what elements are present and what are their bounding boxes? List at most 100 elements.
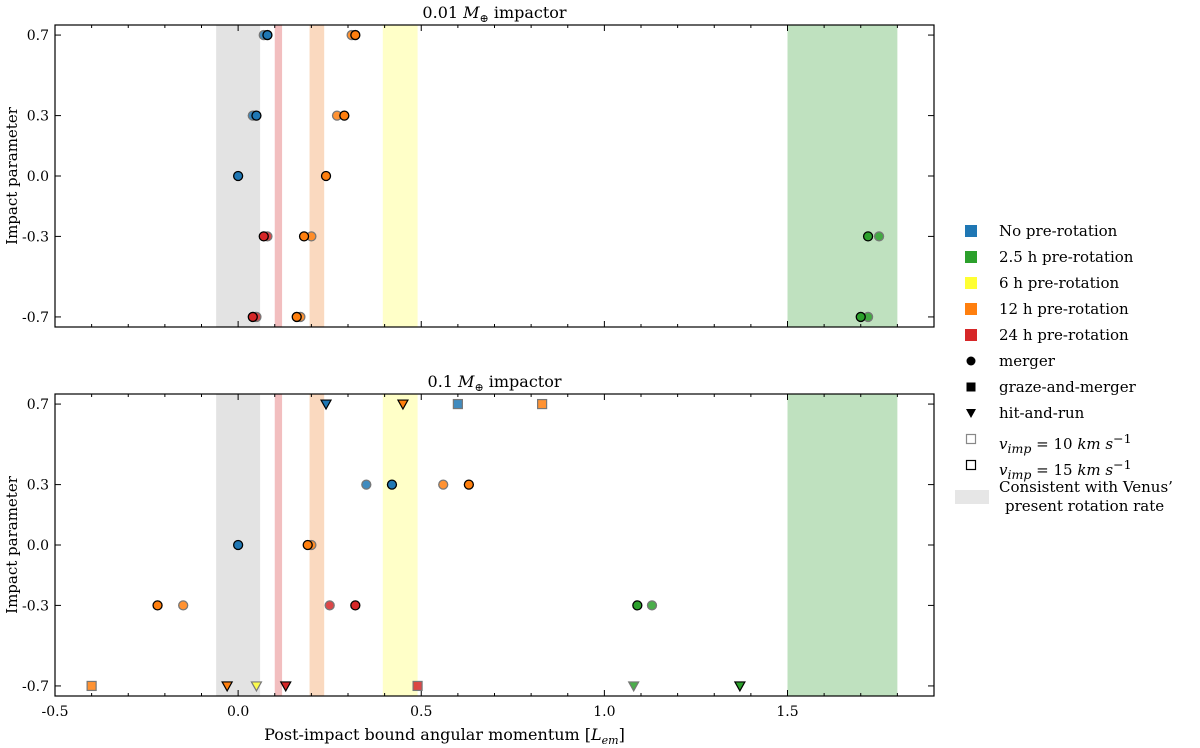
legend-item-venus-rotation: Consistent with Venus’ present rotation … (955, 478, 1200, 524)
point-merger-none (232, 539, 244, 551)
axes-frame (54, 24, 935, 328)
band-24-h-pre-rotation (274, 394, 283, 696)
y-axis-label: Impact parameter (3, 106, 21, 245)
y-tick-label: 0.0 (27, 169, 49, 185)
point-merger-24h (324, 600, 335, 611)
legend-item-no-pre-rotation: No pre-rotation (955, 218, 1200, 244)
legend-label-venus: Consistent with Venus’ present rotation … (999, 478, 1173, 516)
point-hit-and-run-2.5h (733, 681, 746, 693)
legend-label: hit-and-run (999, 404, 1085, 422)
y-tick-label: 0.0 (27, 538, 49, 554)
legend-swatch-6h (965, 277, 977, 289)
v-expr: = 10 (1031, 435, 1078, 453)
legend-item-v15: vimp = 15 km s−1 (955, 452, 1200, 482)
point-hit-and-run-12h (396, 399, 409, 411)
title-prefix: 0.01 (422, 3, 463, 22)
open-square-grey-icon (965, 433, 977, 445)
legend-label: graze-and-merger (999, 378, 1136, 396)
legend-label: merger (999, 352, 1055, 370)
xlabel-subscript: em (602, 734, 619, 747)
legend-item-6h-pre-rotation: 6 h pre-rotation (955, 270, 1200, 296)
band-6-h-pre-rotation (382, 25, 418, 327)
x-tick-label: 0.0 (227, 704, 249, 720)
point-merger-12h (178, 600, 189, 611)
point-merger-2.5h (862, 231, 874, 242)
v-subscript: imp (1007, 467, 1032, 482)
y-tick-label: 0.7 (27, 28, 49, 44)
point-merger-12h (463, 479, 475, 490)
v-unit: km s (1077, 461, 1114, 479)
panel-title: 0.01 M⊕ impactor (422, 3, 567, 25)
legend-item-12h-pre-rotation: 12 h pre-rotation (955, 296, 1200, 322)
axes-frame (54, 393, 935, 697)
v-subscript: imp (1007, 441, 1032, 456)
y-tick-label: 0.7 (27, 397, 49, 413)
band-2-5-h-pre-rotation (787, 394, 898, 696)
point-merger-2.5h (646, 600, 658, 611)
x-tick-label: 0.5 (410, 704, 432, 720)
point-merger-12h (438, 479, 449, 490)
point-hit-and-run-6h (250, 681, 263, 693)
point-merger-12h (152, 600, 163, 611)
y-tick-label: 0.3 (27, 109, 49, 125)
band-24-h-pre-rotation (274, 25, 283, 327)
point-hit-and-run-24h (279, 681, 292, 693)
point-merger-2.5h (873, 231, 885, 242)
open-square-black-icon (965, 459, 977, 471)
legend-label: 24 h pre-rotation (999, 326, 1129, 344)
y-tick-label: -0.3 (22, 598, 49, 614)
v-exponent: −1 (1113, 431, 1132, 446)
point-merger-2.5h (855, 311, 866, 323)
legend-swatch-24h (965, 329, 977, 341)
legend-venus-line1: Consistent with Venus’ (999, 478, 1173, 496)
legend-label: 6 h pre-rotation (999, 274, 1120, 292)
legend-label: 2.5 h pre-rotation (999, 248, 1134, 266)
legend-swatch-no-pre-rotation (965, 225, 977, 237)
x-tick-label: 1.5 (776, 704, 798, 720)
v-symbol: v (999, 435, 1008, 453)
title-suffix: impactor (489, 3, 567, 22)
y-tick-label: -0.7 (22, 679, 49, 695)
v-symbol: v (999, 461, 1008, 479)
triangle-marker-icon (966, 409, 976, 418)
legend-swatch-12h (965, 303, 977, 315)
point-merger-12h (350, 29, 361, 41)
legend-item-2-5h-pre-rotation: 2.5 h pre-rotation (955, 244, 1200, 270)
v-unit: km s (1077, 435, 1114, 453)
legend-label-v10: vimp = 10 km s−1 (999, 426, 1132, 462)
point-merger-12h (302, 539, 313, 551)
title-symbol: M (462, 3, 480, 22)
legend-swatch-2-5h (965, 251, 977, 263)
legend-item-graze-and-merger: graze-and-merger (955, 374, 1200, 400)
point-merger-24h (350, 600, 361, 611)
legend-swatch-venus (955, 490, 989, 504)
band-12-h-pre-rotation (309, 25, 325, 327)
point-merger-none (232, 170, 244, 182)
panel-1: 0.7 0.3 0.0 -0.3 -0.7 0.01 M⊕ impactor Impact … (3, 3, 935, 328)
band-6-h-pre-rotation (382, 394, 418, 696)
point-graze-and-merger-12h (86, 680, 97, 692)
x-axis-label: Post-impact bound angular momentum [Lem] (264, 725, 625, 747)
point-merger-none (386, 479, 398, 490)
title-subscript: ⊕ (474, 381, 483, 394)
y-tick-label: 0.3 (27, 478, 49, 494)
point-hit-and-run-2.5h (627, 681, 640, 693)
square-marker-icon (966, 382, 976, 392)
point-hit-and-run-none (320, 399, 333, 411)
point-merger-24h (258, 231, 269, 242)
legend-venus-line2: present rotation rate (1005, 497, 1165, 515)
legend-label-v15: vimp = 15 km s−1 (999, 452, 1132, 488)
legend-label: No pre-rotation (999, 222, 1118, 240)
point-merger-2.5h (632, 600, 643, 611)
panel-2: 0.7 0.3 0.0 -0.3 -0.7 -0.5 0.0 0.5 1.0 1.5 0.1 M⊕ … (3, 372, 935, 747)
v-exponent: −1 (1113, 457, 1132, 472)
legend-item-merger: merger (955, 348, 1200, 374)
title-prefix: 0.1 (428, 372, 459, 391)
v-expr: = 15 (1031, 461, 1078, 479)
point-graze-and-merger-24h (412, 680, 423, 692)
point-merger-12h (298, 231, 310, 242)
xlabel-suffix: ] (619, 725, 625, 744)
point-merger-none (251, 110, 262, 121)
band-2-5-h-pre-rotation (787, 25, 898, 327)
